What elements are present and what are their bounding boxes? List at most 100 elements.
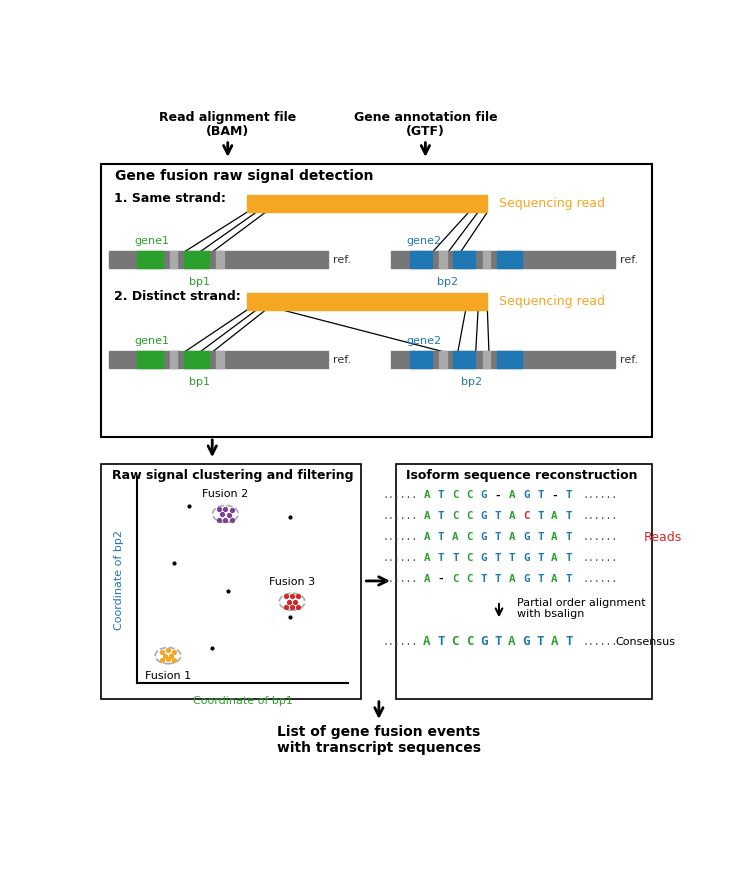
Text: C: C (452, 512, 458, 521)
Text: T: T (438, 512, 444, 521)
Text: T: T (438, 532, 444, 542)
Text: T: T (438, 490, 444, 500)
Text: Reads: Reads (644, 531, 682, 543)
Text: T: T (537, 490, 544, 500)
Text: C: C (523, 512, 529, 521)
Text: T: T (481, 573, 487, 584)
Text: T: T (565, 512, 572, 521)
Bar (170, 351, 178, 369)
Text: bp2: bp2 (461, 377, 483, 387)
Text: ref.: ref. (333, 255, 352, 265)
Text: Consensus: Consensus (615, 637, 676, 647)
Text: ref.: ref. (620, 255, 638, 265)
Bar (137, 251, 163, 268)
Bar (137, 351, 163, 369)
Text: List of gene fusion events
with transcript sequences: List of gene fusion events with transcri… (277, 725, 481, 755)
Text: G: G (481, 532, 487, 542)
Text: bp1: bp1 (189, 277, 209, 287)
Text: A: A (452, 532, 458, 542)
Text: -: - (438, 573, 444, 584)
Text: (GTF): (GTF) (406, 125, 445, 138)
Text: T: T (452, 553, 458, 563)
Text: ......: ...... (583, 573, 618, 584)
Text: G: G (523, 553, 529, 563)
Bar (439, 351, 447, 369)
Bar (453, 351, 475, 369)
FancyBboxPatch shape (102, 163, 652, 437)
Text: ......: ...... (383, 532, 418, 542)
Text: ......: ...... (383, 573, 418, 584)
Bar (247, 293, 487, 310)
Text: Isoform sequence reconstruction: Isoform sequence reconstruction (406, 469, 638, 482)
Text: Raw signal clustering and filtering: Raw signal clustering and filtering (111, 469, 353, 482)
Bar (109, 351, 329, 369)
Text: A: A (551, 553, 558, 563)
Text: ......: ...... (583, 490, 618, 500)
Text: T: T (565, 635, 573, 648)
Text: gene1: gene1 (135, 236, 170, 246)
Text: T: T (565, 490, 572, 500)
Text: T: T (537, 532, 544, 542)
Bar (391, 251, 615, 268)
Bar (184, 251, 209, 268)
Bar (247, 195, 487, 212)
Text: G: G (523, 490, 529, 500)
Text: T: T (495, 553, 501, 563)
Text: T: T (537, 512, 544, 521)
Text: T: T (509, 553, 515, 563)
Bar (170, 251, 178, 268)
Text: ref.: ref. (333, 355, 352, 365)
Text: bp2: bp2 (436, 277, 458, 287)
Bar (184, 351, 209, 369)
Bar (109, 251, 329, 268)
Text: T: T (537, 553, 544, 563)
Text: C: C (452, 635, 459, 648)
Text: A: A (509, 635, 516, 648)
Text: Fusion 2: Fusion 2 (202, 490, 248, 499)
Text: T: T (565, 573, 572, 584)
Text: Sequencing read: Sequencing read (499, 198, 605, 210)
Text: gene2: gene2 (406, 236, 441, 246)
Text: ......: ...... (583, 512, 618, 521)
Text: A: A (424, 532, 430, 542)
Text: -: - (495, 490, 501, 500)
Text: A: A (424, 553, 430, 563)
Text: Partial order alignment
with bsalign: Partial order alignment with bsalign (517, 598, 646, 619)
Bar (483, 251, 491, 268)
Text: gene2: gene2 (406, 336, 441, 346)
Bar (497, 351, 523, 369)
Text: A: A (509, 512, 515, 521)
FancyBboxPatch shape (396, 464, 652, 699)
Text: A: A (424, 573, 430, 584)
Text: A: A (424, 490, 430, 500)
Text: A: A (551, 635, 559, 648)
Text: T: T (495, 532, 501, 542)
Bar (483, 351, 491, 369)
Text: ......: ...... (383, 490, 418, 500)
Text: T: T (565, 532, 572, 542)
Text: A: A (551, 532, 558, 542)
Text: C: C (467, 512, 472, 521)
Text: 1. Same strand:: 1. Same strand: (113, 192, 226, 206)
Text: A: A (551, 573, 558, 584)
Text: -: - (551, 490, 558, 500)
Text: Coordinate of bp2: Coordinate of bp2 (114, 530, 125, 630)
Bar (391, 351, 615, 369)
Text: Fusion 3: Fusion 3 (269, 577, 315, 587)
Text: A: A (423, 635, 430, 648)
Text: G: G (523, 573, 529, 584)
Text: G: G (480, 635, 487, 648)
Text: gene1: gene1 (135, 336, 170, 346)
Text: T: T (437, 635, 445, 648)
Bar (439, 251, 447, 268)
Text: C: C (467, 553, 472, 563)
Text: Coordinate of bp1: Coordinate of bp1 (193, 696, 293, 706)
Text: C: C (466, 635, 473, 648)
Text: G: G (481, 553, 487, 563)
Text: ......: ...... (583, 553, 618, 563)
Text: C: C (467, 573, 472, 584)
Text: ......: ...... (583, 532, 618, 542)
Bar (216, 351, 224, 369)
Bar (497, 251, 523, 268)
Text: G: G (523, 635, 530, 648)
